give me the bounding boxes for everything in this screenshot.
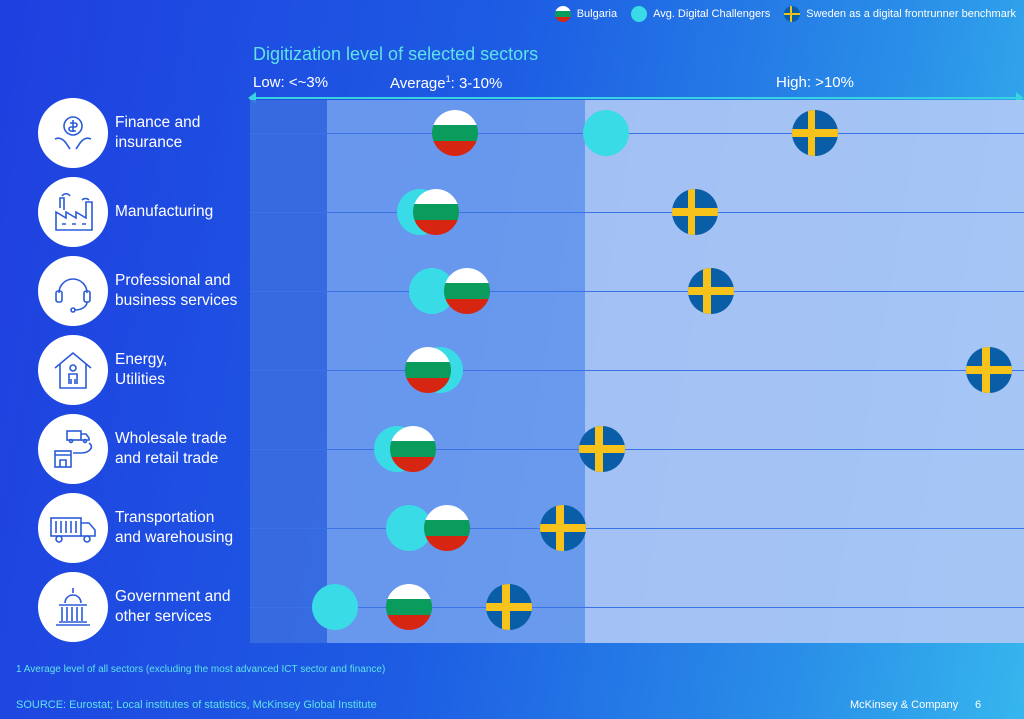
scale-average-footnote-mark: 1 [445,74,451,84]
sector-label: Manufacturing [115,203,214,220]
scale-average-suffix: : 3-10% [450,75,503,92]
bulgaria-flag-icon [554,6,571,22]
point-sweden [579,426,626,472]
point-avg-digital-challengers [312,584,359,630]
sector-label: Transportation and warehousing [115,509,234,546]
page-number: 6 [975,699,982,711]
point-avg-digital-challengers [583,110,630,156]
point-avg-digital-challengers [385,505,432,551]
point-bulgaria [443,268,490,314]
arrow-right-icon [1016,92,1024,104]
sweden-flag-icon [784,6,801,22]
avg-circle-icon [631,6,648,22]
delivery-store-icon [38,414,108,484]
point-sweden [540,505,587,551]
band-high [585,100,1024,643]
scale-average-prefix: Average [390,75,446,92]
legend-avg: Avg. Digital Challengers [631,6,770,22]
sector-label: Energy, Utilities [115,351,168,388]
government-building-icon [38,572,108,642]
point-bulgaria [432,110,479,156]
sector-label: Government and other services [115,588,231,625]
sector-label: Professional and business services [115,272,238,309]
sector-label: Finance and insurance [115,114,201,151]
footnote: 1 Average level of all sectors (excludin… [16,664,386,675]
point-bulgaria [412,189,459,235]
arrow-left-icon [248,92,256,104]
brand-name: McKinsey & Company [850,699,959,711]
point-sweden [792,110,839,156]
point-bulgaria [424,505,471,551]
chart-title: Digitization level of selected sectors [253,44,539,64]
finance-icon [38,98,108,168]
source-note: SOURCE: Eurostat; Local institutes of st… [16,699,377,711]
point-bulgaria [385,584,432,630]
legend: Bulgaria Avg. Digital Challengers Sweden… [541,6,1016,22]
row-gridline [250,449,1024,450]
scale-average-label: Average1: 3-10% [390,74,502,92]
point-sweden [486,584,533,630]
row-gridline [250,607,1024,608]
point-bulgaria [405,347,452,393]
point-bulgaria [389,426,436,472]
scale-arrow-line [252,97,1020,99]
row-gridline [250,528,1024,529]
legend-sweden-label: Sweden as a digital frontrunner benchmar… [806,8,1016,20]
point-sweden [687,268,734,314]
legend-avg-label: Avg. Digital Challengers [653,8,771,20]
headset-icon [38,256,108,326]
point-sweden [672,189,719,235]
point-sweden [966,347,1013,393]
row-gridline [250,291,1024,292]
legend-bulgaria-label: Bulgaria [576,8,618,20]
row-gridline [250,133,1024,134]
sector-label: Wholesale trade and retail trade [115,430,228,467]
truck-icon [38,493,108,563]
house-person-icon [38,335,108,405]
legend-bulgaria: Bulgaria [554,6,618,22]
scale-low-label: Low: <~3% [253,74,329,91]
legend-sweden: Sweden as a digital frontrunner benchmar… [784,6,1016,22]
row-gridline [250,370,1024,371]
scale-high-label: High: >10% [776,74,854,91]
band-low [250,100,327,643]
row-gridline [250,212,1024,213]
factory-icon [38,177,108,247]
